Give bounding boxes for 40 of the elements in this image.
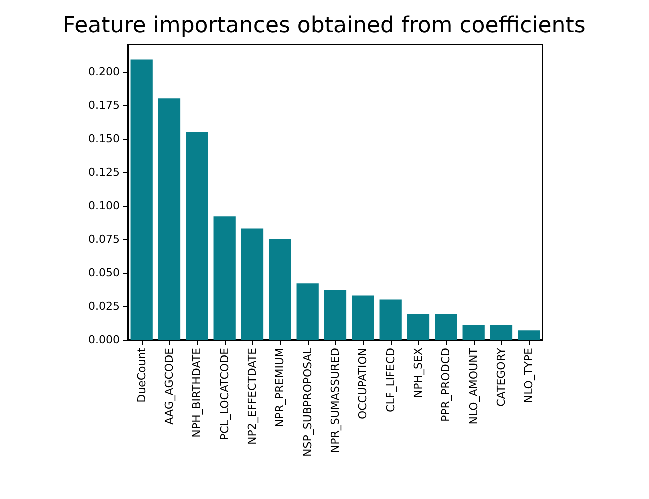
x-tick-label: NLO_AMOUNT	[467, 348, 480, 425]
bar	[490, 325, 513, 340]
bar	[462, 325, 485, 340]
bar	[296, 284, 319, 340]
bar	[352, 296, 374, 340]
y-tick-label: 0.150	[88, 132, 120, 146]
bar	[380, 300, 402, 340]
x-tick-label: PCL_LOCATCODE	[218, 348, 232, 441]
x-tick-label: NP2_EFFECTDATE	[246, 348, 259, 445]
bar	[435, 314, 458, 340]
y-tick-label: 0.025	[88, 300, 120, 313]
x-tick-label: AAG_AGCODE	[163, 348, 176, 425]
y-tick-label: 0.075	[88, 232, 120, 246]
chart-title: Feature importances obtained from coefficients	[63, 14, 586, 38]
bar	[130, 60, 153, 340]
bar	[269, 239, 292, 340]
x-tick-label: OCCUPATION	[356, 348, 370, 420]
y-tick-label: 0.050	[88, 266, 120, 280]
y-tick-label: 0.125	[88, 166, 120, 179]
x-tick-label: CATEGORY	[495, 348, 508, 407]
bar	[324, 290, 347, 340]
x-tick-label: NPR_PREMIUM	[274, 348, 287, 428]
y-tick-label: 0.175	[88, 98, 120, 112]
bar	[407, 314, 430, 340]
x-tick-label: PPR_PRODCD	[440, 348, 453, 422]
y-tick-label: 0.200	[88, 65, 120, 78]
x-tick-label: DueCount	[135, 347, 148, 403]
y-tick-label: 0.000	[88, 334, 120, 346]
x-tick-label: NPH_SEX	[412, 348, 425, 398]
x-tick-label: CLF_LIFECD	[384, 348, 398, 412]
bar	[214, 216, 236, 340]
bar	[241, 228, 264, 340]
bar	[158, 98, 181, 340]
y-tick-label: 0.100	[88, 199, 120, 212]
x-tick-label: NSP_SUBPROPOSAL	[301, 347, 314, 457]
x-tick-label: NLO_TYPE	[522, 348, 536, 404]
x-tick-label: NPR_SUMASSURED	[329, 348, 342, 454]
x-tick-label: NPH_BIRTHDATE	[190, 348, 204, 438]
bar	[186, 132, 208, 340]
bar	[518, 330, 540, 340]
